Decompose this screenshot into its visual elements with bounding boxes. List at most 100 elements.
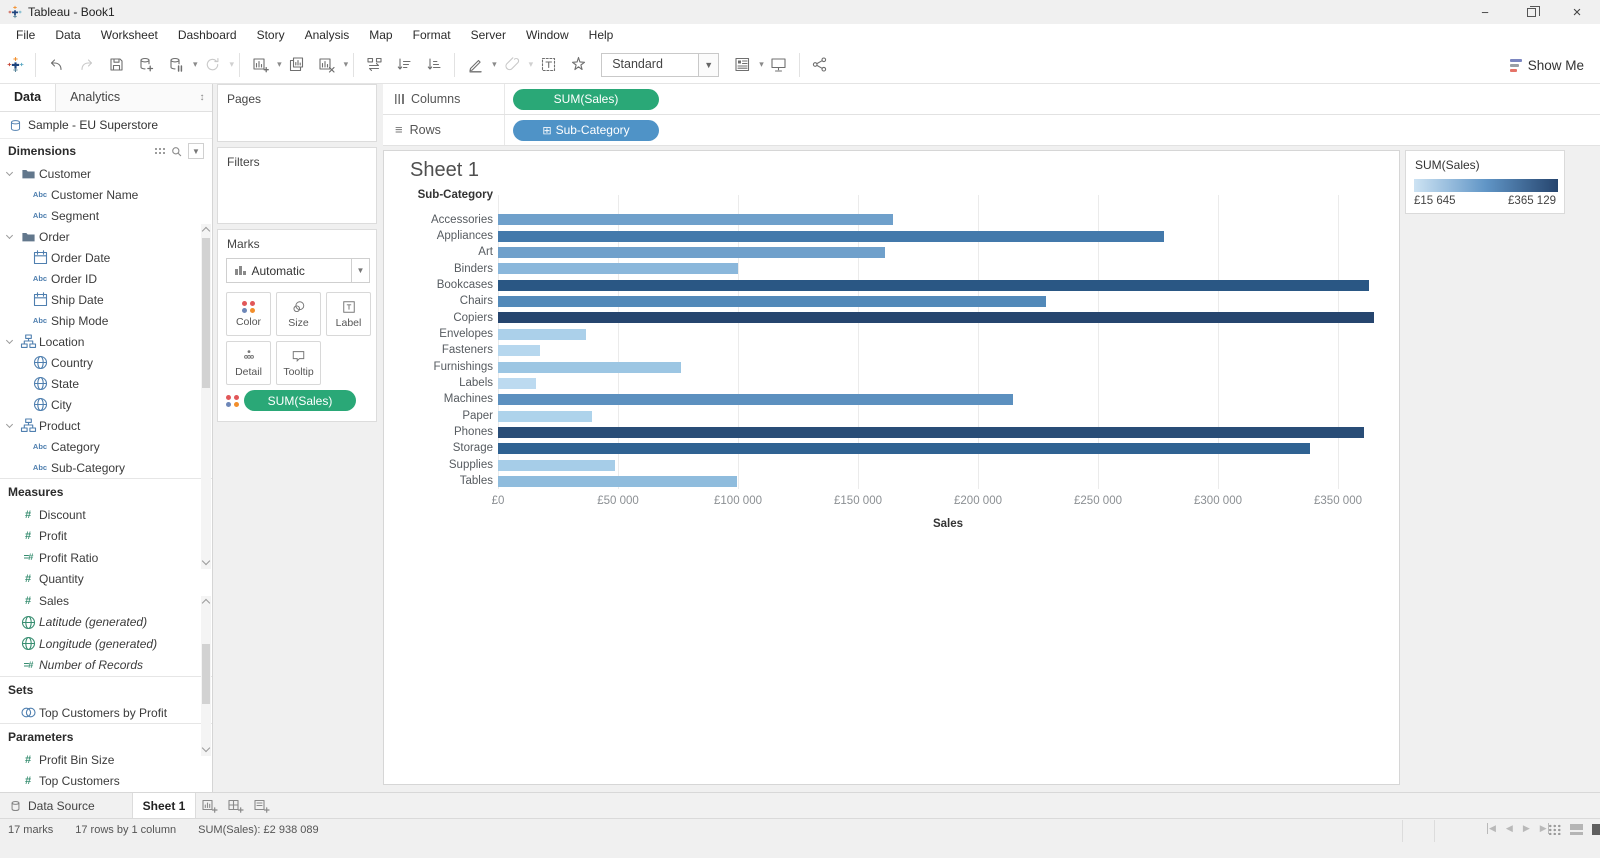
menu-story[interactable]: Story [256,28,285,42]
field-top-customers-by-profit[interactable]: Top Customers by Profit [0,702,212,723]
pages-shelf[interactable]: Pages [217,84,377,142]
filmstrip-view-icon[interactable] [1570,824,1583,835]
field-order-id[interactable]: Abc Order ID [0,268,212,289]
field-ship-date[interactable]: Ship Date [0,289,212,310]
field-segment[interactable]: Abc Segment [0,205,212,226]
field-sub-category[interactable]: Abc Sub-Category [0,457,212,478]
full-view-icon[interactable] [1592,824,1600,835]
grid-view-icon[interactable] [1548,824,1561,835]
field-state[interactable]: State [0,373,212,394]
restore-icon[interactable] [1508,0,1554,24]
bar-chairs[interactable] [498,296,1047,308]
field-number-of-records[interactable]: =# Number of Records [0,655,212,677]
field-ship-mode[interactable]: Abc Ship Mode [0,310,212,331]
chevron-down-icon[interactable] [5,336,17,345]
bar-machines[interactable] [498,394,1013,406]
share-button[interactable] [805,50,835,80]
bar-furnishings[interactable] [498,361,682,373]
nav-first-icon[interactable]: ◀ [1487,823,1496,834]
new-worksheet-button[interactable] [245,50,275,80]
chevron-down-icon[interactable]: ▼ [698,53,719,76]
chevron-down-icon[interactable] [5,420,17,429]
nav-previous-icon[interactable]: ◀ [1505,823,1513,833]
undo-button[interactable] [41,50,71,80]
field-product[interactable]: Product [0,415,212,436]
field-order-date[interactable]: Order Date [0,247,212,268]
show-hide-cards-button[interactable] [727,50,757,80]
data-source-connection[interactable]: Sample - EU Superstore [0,112,212,139]
data-source-tab[interactable]: Data Source [0,793,133,818]
chevron-down-icon[interactable]: ▾ [343,59,349,69]
row-field-header[interactable]: Sub-Category [417,189,493,201]
view-as-icon[interactable] [154,146,165,156]
size-button[interactable]: Size [276,292,321,336]
menu-data[interactable]: Data [55,28,81,42]
dimensions-scrollbar[interactable] [201,224,211,569]
duplicate-sheet-button[interactable] [282,50,312,80]
bar-accessories[interactable] [498,214,893,226]
presentation-mode-button[interactable] [764,50,794,80]
add-data-source-button[interactable] [131,50,161,80]
field-order[interactable]: Order [0,226,212,247]
bar-bookcases[interactable] [498,279,1370,291]
field-customer[interactable]: Customer [0,163,212,184]
field-location[interactable]: Location [0,331,212,352]
bar-phones[interactable] [498,426,1365,438]
bar-paper[interactable] [498,410,593,422]
x-axis-title[interactable]: Sales [932,518,964,530]
bar-tables[interactable] [498,475,737,487]
menu-map[interactable]: Map [369,28,393,42]
text-label-button[interactable] [533,50,563,80]
rows-subcategory-pill[interactable]: ⊞ Sub-Category [513,119,659,141]
bar-binders[interactable] [498,263,739,275]
field-profit[interactable]: # Profit [0,526,212,548]
field-customer-name[interactable]: Abc Customer Name [0,184,212,205]
save-button[interactable] [101,50,131,80]
rows-shelf[interactable]: ≡ Rows ⊞ Sub-Category [383,115,1600,146]
color-legend[interactable]: SUM(Sales) £15 645 £365 129 [1405,150,1565,214]
bar-supplies[interactable] [498,459,616,471]
bar-appliances[interactable] [498,230,1164,242]
marks-sum-sales-pill[interactable]: SUM(Sales) [244,390,356,411]
legend-gradient-bar[interactable] [1414,179,1558,192]
fix-axes-button[interactable] [563,50,593,80]
minimize-icon[interactable]: − [1481,4,1489,20]
fit-selector[interactable]: Standard ▼ [601,52,720,77]
expand-plus-icon[interactable]: ⊞ [542,124,552,137]
mark-type-selector[interactable]: Automatic ▼ [226,258,370,283]
menu-dashboard[interactable]: Dashboard [177,28,237,42]
tab-data[interactable]: Data [0,84,57,111]
new-dashboard-tab-button[interactable] [222,793,248,818]
clear-sheet-button[interactable] [312,50,342,80]
dropdown-icon[interactable]: ▼ [188,143,204,159]
nav-next-icon[interactable]: ▶ [1522,823,1530,833]
menu-format[interactable]: Format [412,28,451,42]
color-button[interactable]: Color [226,292,271,336]
tab-analytics[interactable]: Analytics [56,84,192,111]
bar-art[interactable] [498,247,885,258]
field-category[interactable]: Abc Category [0,436,212,457]
menu-worksheet[interactable]: Worksheet [100,28,158,42]
close-icon[interactable]: × [1572,3,1582,21]
field-country[interactable]: Country [0,352,212,373]
chevron-down-icon[interactable]: ▾ [277,59,282,69]
field-profit-ratio[interactable]: =# Profit Ratio [0,547,212,569]
tableau-logo-button[interactable] [0,50,30,80]
menu-window[interactable]: Window [525,28,569,42]
filters-shelf[interactable]: Filters [217,147,377,224]
menu-file[interactable]: File [16,28,36,42]
columns-sum-sales-pill[interactable]: SUM(Sales) [513,88,659,110]
chevron-down-icon[interactable]: ▼ [351,259,369,282]
columns-shelf[interactable]: Columns SUM(Sales) [383,84,1600,115]
chevron-down-icon[interactable]: ▾ [193,59,198,69]
search-icon[interactable] [171,146,182,157]
detail-button[interactable]: Detail [226,341,271,385]
menu-help[interactable]: Help [588,28,614,42]
pause-auto-updates-button[interactable] [161,50,191,80]
field-sales[interactable]: # Sales [0,590,212,612]
field-discount[interactable]: # Discount [0,504,212,526]
field-city[interactable]: City [0,394,212,415]
sort-descending-button[interactable] [419,50,449,80]
sheet-tab-sheet1[interactable]: Sheet 1 [133,793,196,818]
measures-scrollbar[interactable] [201,596,211,756]
